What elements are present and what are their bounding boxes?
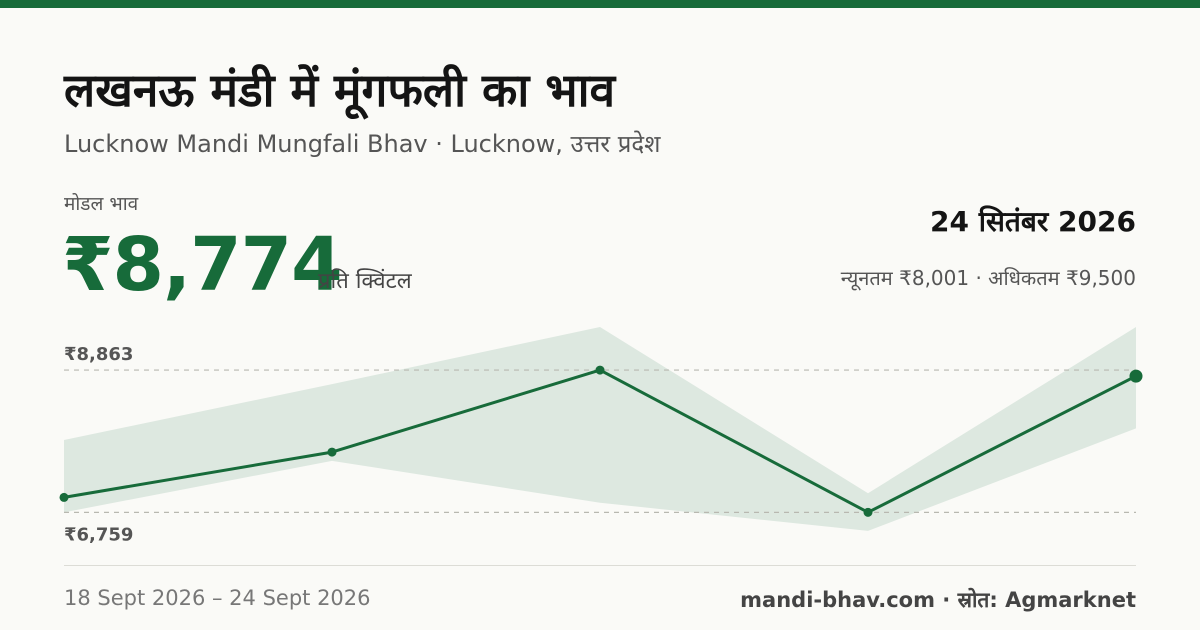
footer-date-range: 18 Sept 2026 – 24 Sept 2026 bbox=[64, 586, 371, 610]
report-date: 24 सितंबर 2026 bbox=[930, 205, 1136, 238]
price-label: मोडल भाव bbox=[64, 193, 139, 215]
data-point bbox=[595, 365, 605, 375]
footer-divider bbox=[64, 565, 1136, 566]
data-point bbox=[327, 447, 337, 457]
footer-source: mandi-bhav.com · स्रोत: Agmarknet bbox=[740, 588, 1136, 612]
min-max-band bbox=[64, 327, 1136, 531]
reference-label-high: ₹8,863 bbox=[64, 344, 133, 365]
data-point bbox=[863, 507, 873, 517]
min-max-range: न्यूनतम ₹8,001 · अधिकतम ₹9,500 bbox=[840, 266, 1136, 290]
latest-data-point bbox=[1129, 369, 1143, 383]
price-value: ₹8,774 bbox=[62, 222, 343, 308]
price-unit: प्रति क्विंटल bbox=[318, 269, 412, 294]
reference-label-low: ₹6,759 bbox=[64, 524, 133, 545]
data-points bbox=[59, 365, 1143, 517]
data-point bbox=[59, 492, 69, 502]
top-accent-bar bbox=[0, 0, 1200, 8]
page-title: लखनऊ मंडी में मूंगफली का भाव bbox=[64, 63, 616, 117]
page-subtitle: Lucknow Mandi Mungfali Bhav · Lucknow, उ… bbox=[64, 130, 661, 158]
